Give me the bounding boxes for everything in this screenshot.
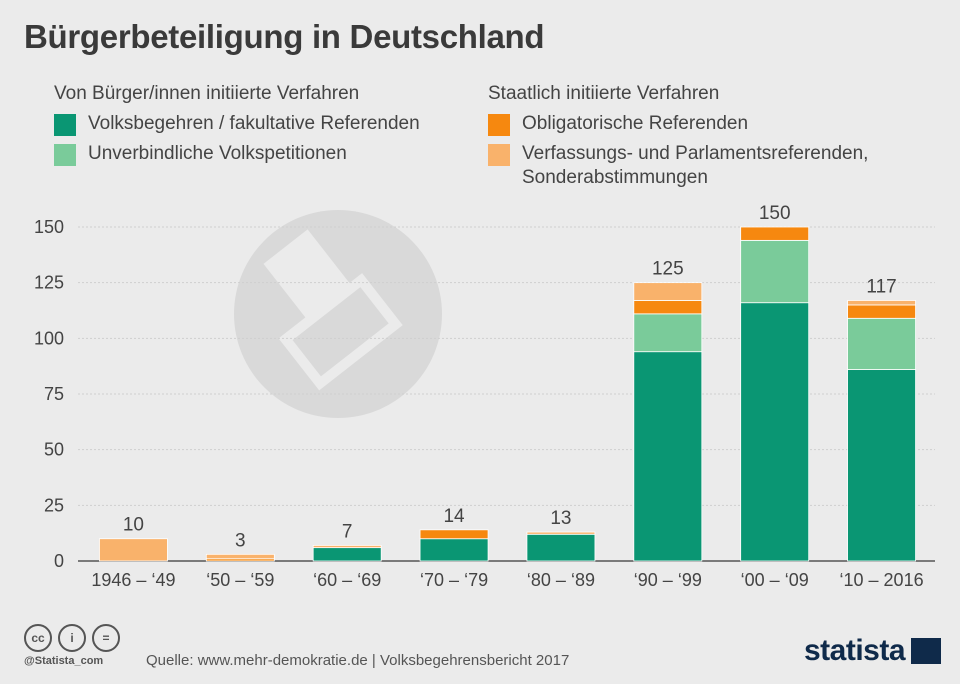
data-label: 7: [342, 521, 353, 542]
x-tick-label: ‘60 – ‘69: [313, 570, 381, 590]
data-label: 150: [759, 203, 791, 224]
x-tick-label: ‘10 – 2016: [840, 570, 924, 590]
bar-segment: [740, 239, 810, 304]
bar-segment: [740, 302, 810, 562]
y-tick-label: 0: [54, 551, 64, 571]
x-tick-label: 1946 – ‘49: [91, 570, 175, 590]
data-label: 125: [652, 259, 684, 280]
bar-segment: [847, 317, 916, 370]
data-label: 10: [123, 515, 144, 536]
logo-text: statista: [804, 634, 906, 667]
x-tick-label: ‘90 – ‘99: [634, 570, 702, 590]
legend-label-line2: Sonderabstimmungen: [522, 167, 708, 188]
bar-segment: [847, 304, 916, 319]
cc-icon: cc: [24, 624, 52, 652]
y-tick-label: 25: [44, 495, 64, 515]
x-tick-label: ‘00 – ‘09: [741, 570, 809, 590]
logo-mark-icon: [911, 638, 942, 664]
legend-label: Unverbindliche Volkspetitionen: [88, 143, 347, 164]
data-label: 3: [235, 530, 246, 551]
x-tick-label: ‘80 – ‘89: [527, 570, 595, 590]
y-tick-label: 150: [34, 217, 64, 237]
legend-item-obligatorische: Obligatorische Referenden: [488, 112, 868, 136]
legend-item-verfassungsreferenden: Verfassungs- und Parlamentsreferenden, S…: [488, 142, 868, 190]
bar-segment: [526, 533, 596, 562]
bar-segment: [312, 545, 382, 549]
bar-segment: [526, 531, 596, 535]
y-tick-label: 100: [34, 328, 64, 348]
legend-group-title: Staatlich initiierte Verfahren: [488, 83, 720, 104]
bar-segment: [312, 547, 382, 562]
legend-item-volksbegehren: Volksbegehren / fakultative Referenden: [54, 112, 420, 136]
y-tick-label: 50: [44, 440, 64, 460]
bar-segment: [99, 538, 168, 562]
bar-segment: [633, 313, 703, 353]
data-label: 13: [550, 508, 571, 529]
chart-title: Bürgerbeteiligung in Deutschland: [24, 18, 545, 55]
data-label: 117: [866, 276, 896, 297]
y-tick-label: 125: [34, 273, 64, 293]
x-axis-ticks: 1946 – ‘49 ‘50 – ‘59 ‘60 – ‘69 ‘70 – ‘79 ‘80…: [91, 570, 923, 590]
ballot-watermark-icon: [234, 210, 442, 418]
legend-label: Volksbegehren / fakultative Referenden: [88, 113, 420, 134]
x-tick-label: ‘50 – ‘59: [206, 570, 274, 590]
bars: [99, 226, 916, 562]
y-axis-ticks: 0 25 50 75 100 125 150: [34, 217, 64, 571]
bar-segment: [633, 282, 703, 301]
legend-swatch: [488, 144, 510, 166]
legend-label: Verfassungs- und Parlamentsreferenden,: [522, 143, 869, 164]
no-derivatives-icon: =: [92, 624, 120, 652]
legend-label: Obligatorische Referenden: [522, 113, 749, 134]
x-tick-label: ‘70 – ‘79: [420, 570, 488, 590]
source-note: Quelle: www.mehr-demokratie.de | Volksbe…: [146, 652, 570, 669]
bar-segment: [205, 553, 275, 560]
bar-segment: [419, 538, 489, 562]
legend-group-title: Von Bürger/innen initiierte Verfahren: [54, 83, 360, 104]
bar-segment: [419, 529, 489, 540]
legend-citizen-initiated: Von Bürger/innen initiierte Verfahren Vo…: [54, 82, 420, 172]
statista-logo: statista: [804, 634, 942, 668]
legend-swatch: [488, 114, 510, 136]
bar-segment: [847, 300, 916, 306]
license-icons: cc i =: [24, 624, 120, 652]
bar-totals: 10 3 7 14 13 125 150 117: [123, 203, 897, 551]
y-tick-label: 75: [44, 384, 64, 404]
attribution-icon: i: [58, 624, 86, 652]
bar-segment: [847, 369, 916, 562]
legend-swatch: [54, 114, 76, 136]
bar-segment: [633, 351, 703, 562]
legend-item-volkspetitionen: Unverbindliche Volkspetitionen: [54, 142, 420, 166]
legend-swatch: [54, 144, 76, 166]
legend-state-initiated: Staatlich initiierte Verfahren Obligator…: [488, 82, 868, 196]
bar-segment: [633, 300, 703, 315]
data-label: 14: [443, 506, 465, 527]
footer-handle: @Statista_com: [24, 655, 104, 667]
bar-segment: [740, 226, 810, 241]
